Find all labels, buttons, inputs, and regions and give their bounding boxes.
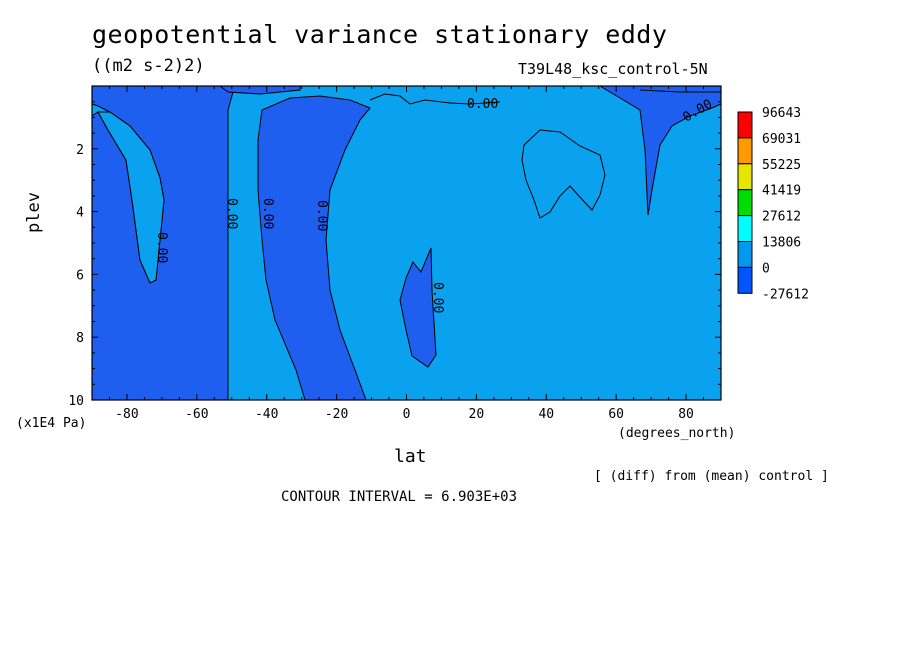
colorbar-label: 0	[762, 261, 770, 276]
axis-tick-labels: -80 -60 -40 -20 0 20 40 60 80 2 4 6 8 10	[68, 143, 694, 422]
colorbar-label: 13806	[762, 236, 801, 251]
y-tick-label: 6	[76, 268, 84, 283]
colorbar-swatch	[737, 137, 753, 165]
x-tick-label: -40	[255, 407, 278, 422]
colorbar-swatch	[737, 241, 753, 268]
axis-ticks	[91, 85, 722, 401]
x-axis-unit: (degrees_north)	[618, 426, 736, 441]
colorbar-swatch	[737, 215, 753, 243]
chart-title: geopotential variance stationary eddy	[92, 20, 668, 49]
colorbar-label: -27612	[762, 287, 809, 302]
colorbar-swatch	[737, 266, 753, 294]
x-axis-label: lat	[394, 446, 427, 467]
top-detail-line	[369, 89, 721, 105]
x-tick-label: -80	[115, 407, 138, 422]
colorbar-swatch	[737, 111, 753, 139]
contour-label: 0.00	[467, 97, 498, 112]
x-tick-label: 0	[403, 407, 411, 422]
colorbar-swatch	[737, 163, 753, 191]
contour-label: 0.00	[260, 198, 275, 229]
x-tick-label: -60	[185, 407, 208, 422]
contour-label: 0.00	[224, 198, 239, 229]
diff-note: [ (diff) from (mean) control ]	[594, 469, 829, 484]
x-tick-label: 40	[538, 407, 554, 422]
colorbar-label: 41419	[762, 184, 801, 199]
x-tick-label: -20	[325, 407, 348, 422]
contour-line-40n	[521, 129, 606, 219]
x-tick-label: 60	[608, 407, 624, 422]
x-tick-label: 20	[469, 407, 485, 422]
y-axis-unit: (x1E4 Pa)	[16, 416, 87, 431]
contour-interval: CONTOUR INTERVAL = 6.903E+03	[281, 489, 518, 505]
colorbar-label: 55225	[762, 158, 801, 173]
negative-region-equator	[399, 247, 437, 368]
negative-region-central	[257, 95, 371, 401]
colorbar: 96643 69031 55225 41419 27612 13806 0 -27612	[737, 106, 809, 302]
colorbar-label: 27612	[762, 210, 801, 225]
contour-label: 0.00	[154, 232, 169, 263]
y-tick-label: 4	[76, 206, 84, 221]
y-tick-label: 8	[76, 331, 84, 346]
y-tick-label: 10	[68, 394, 84, 409]
colorbar-label: 96643	[762, 106, 801, 121]
positive-region-west	[97, 111, 165, 284]
colorbar-label: 69031	[762, 132, 801, 147]
contour-label: 0.00	[430, 282, 445, 313]
contour-label: 0.00	[314, 200, 329, 231]
chart-units: ((m2 s-2)2)	[92, 56, 205, 76]
y-tick-label: 2	[76, 143, 84, 158]
colorbar-swatch	[737, 189, 753, 217]
experiment-label: T39L48_ksc_control-5N	[518, 60, 708, 78]
x-tick-label: 80	[678, 407, 694, 422]
negative-regions	[91, 85, 722, 401]
